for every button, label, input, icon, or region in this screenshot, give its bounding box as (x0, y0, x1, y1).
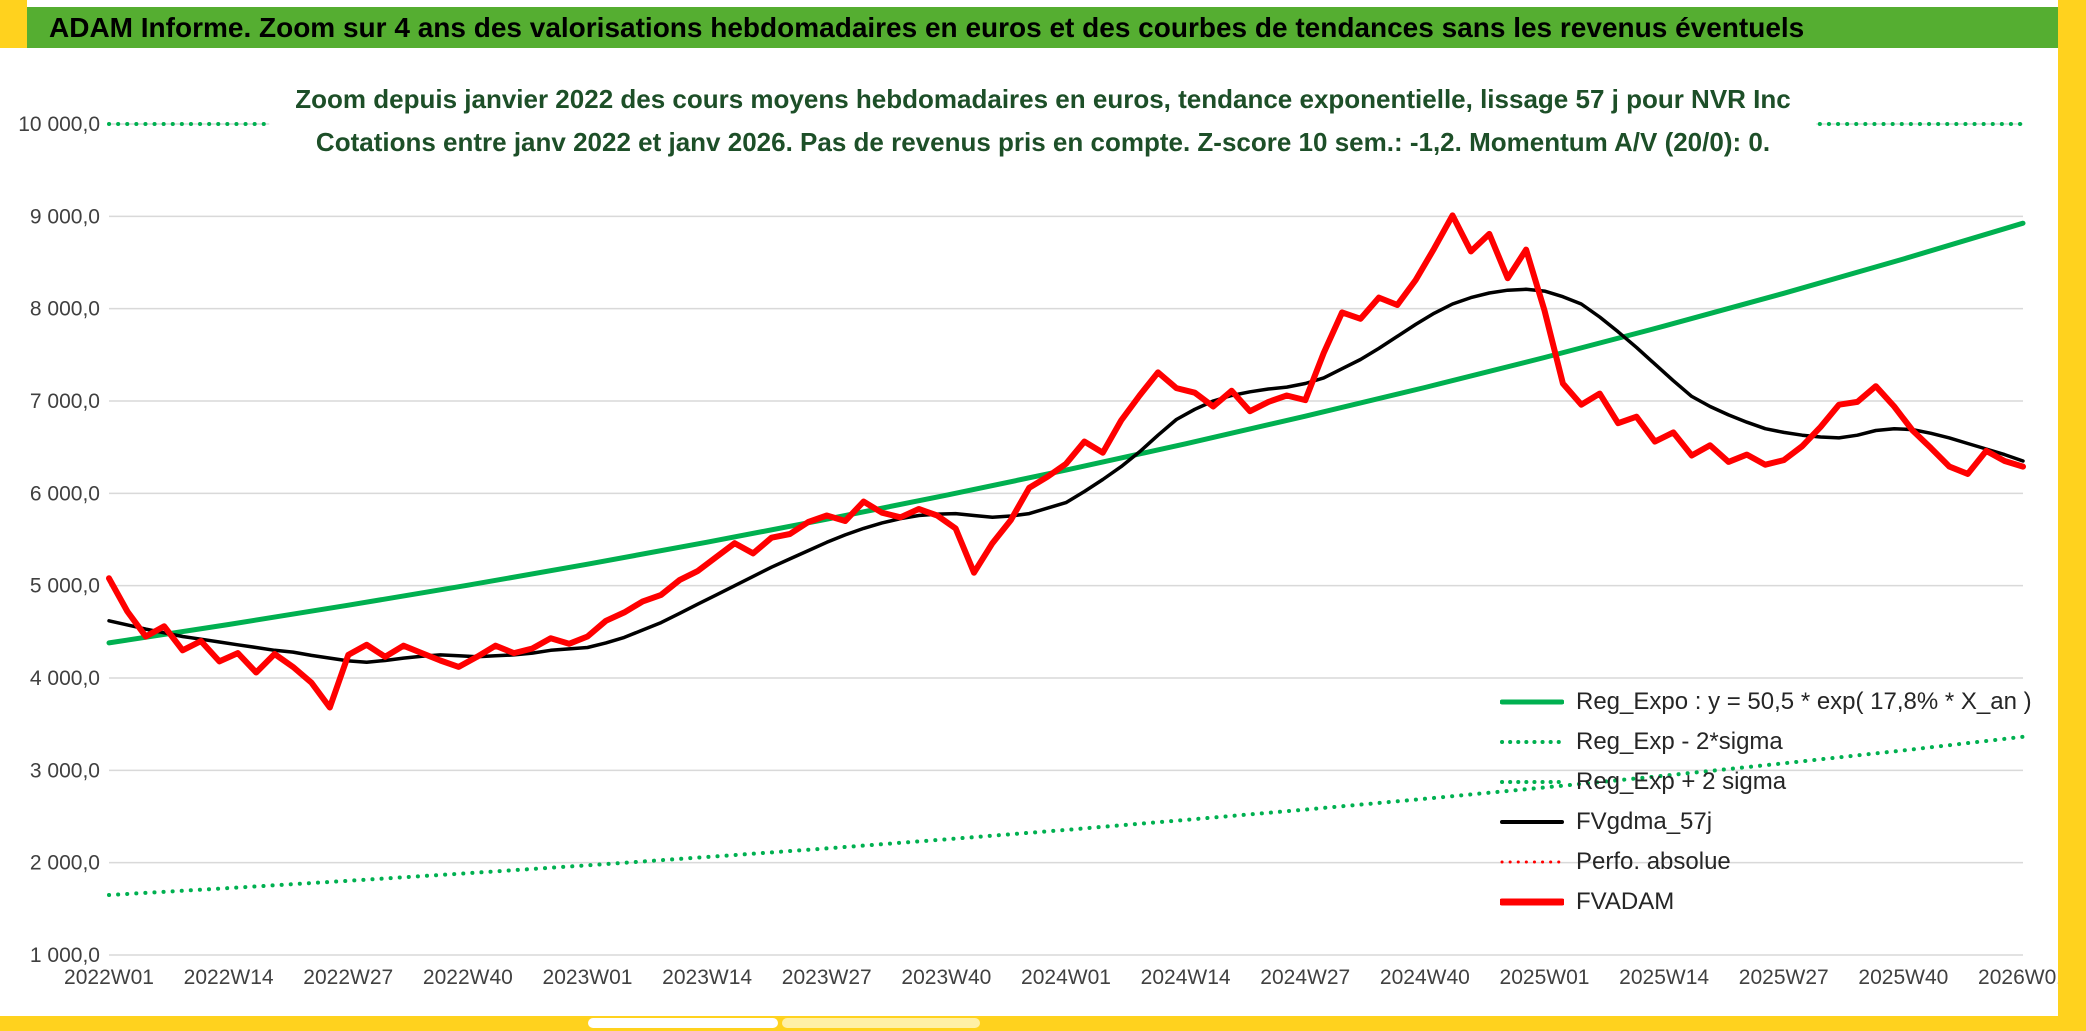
legend-line-swatch (1500, 780, 1564, 784)
right-edge-accent (2058, 0, 2086, 1031)
top-left-accent (0, 0, 27, 48)
legend-line-swatch (1500, 699, 1564, 705)
x-tick-label: 2026W01 (1978, 966, 2068, 989)
chart-legend: Reg_Expo : y = 50,5 * exp( 17,8% * X_an … (1500, 682, 2032, 922)
y-tick-label: 10 000,0 (18, 113, 100, 136)
x-tick-label: 2023W40 (901, 966, 991, 989)
y-tick-label: 7 000,0 (30, 390, 100, 413)
x-tick-label: 2024W27 (1260, 966, 1350, 989)
legend-item-4: Perfo. absolue (1500, 842, 2032, 882)
chart-canvas: 10 000,0 9 000,0 8 000,0 7 000,0 6 000,0 5 00… (18, 113, 2068, 989)
x-tick-label: 2025W14 (1619, 966, 1709, 989)
legend-line-swatch (1500, 898, 1564, 906)
legend-label: FVADAM (1576, 888, 1675, 915)
x-tick-label: 2025W01 (1500, 966, 1590, 989)
y-tick-label: 6 000,0 (30, 482, 100, 505)
legend-label: FVgdma_57j (1576, 808, 1713, 835)
y-tick-label: 4 000,0 (30, 667, 100, 690)
legend-item-0: Reg_Expo : y = 50,5 * exp( 17,8% * X_an … (1500, 682, 2032, 722)
legend-line-swatch (1500, 740, 1564, 744)
x-tick-label: 2024W40 (1380, 966, 1470, 989)
page-title: ADAM Informe. Zoom sur 4 ans des valoris… (49, 11, 1805, 43)
legend-label: Perfo. absolue (1576, 848, 1731, 875)
y-tick-label: 3 000,0 (30, 759, 100, 782)
x-tick-label: 2025W27 (1739, 966, 1829, 989)
x-tick-label: 2023W27 (782, 966, 872, 989)
x-tick-label: 2022W40 (423, 966, 513, 989)
y-tick-label: 9 000,0 (30, 205, 100, 228)
legend-item-5: FVADAM (1500, 882, 2032, 922)
scrollbar-thumb[interactable] (588, 1018, 778, 1028)
series-reg-exp-minus-2sigma (107, 734, 2025, 897)
y-tick-label: 2 000,0 (30, 852, 100, 875)
series-reg-expo (106, 220, 2026, 646)
x-tick-label: 2024W14 (1141, 966, 1231, 989)
title-bar: ADAM Informe. Zoom sur 4 ans des valoris… (27, 7, 2058, 48)
y-tick-label: 8 000,0 (30, 298, 100, 321)
x-tick-label: 2022W01 (64, 966, 154, 989)
legend-label: Reg_Exp - 2*sigma (1576, 728, 1783, 755)
x-tick-label: 2025W40 (1858, 966, 1948, 989)
legend-label: Reg_Expo : y = 50,5 * exp( 17,8% * X_an … (1576, 688, 2032, 715)
x-tick-label: 2022W14 (184, 966, 274, 989)
series-fvadam (106, 212, 2026, 711)
x-tick-label: 2023W14 (662, 966, 752, 989)
y-tick-label: 1 000,0 (30, 944, 100, 967)
legend-line-swatch (1500, 820, 1564, 824)
y-tick-label: 5 000,0 (30, 575, 100, 598)
x-tick-label: 2023W01 (543, 966, 633, 989)
x-tick-label: 2022W27 (303, 966, 393, 989)
chart-title: Zoom depuis janvier 2022 des cours moyen… (269, 76, 1817, 166)
chart-title-line2: Cotations entre janv 2022 et janv 2026. … (315, 127, 1771, 157)
legend-item-1: Reg_Exp - 2*sigma (1500, 722, 2032, 762)
series-fvgdma-57j (107, 287, 2025, 665)
legend-item-2: Reg_Exp + 2 sigma (1500, 762, 2032, 802)
bottom-edge-accent (0, 1016, 2086, 1031)
chart-title-line1: Zoom depuis janvier 2022 des cours moyen… (295, 84, 1791, 114)
legend-label: Reg_Exp + 2 sigma (1576, 768, 1787, 795)
scrollbar-segment (782, 1018, 980, 1028)
x-tick-label: 2024W01 (1021, 966, 1111, 989)
legend-line-swatch (1500, 860, 1564, 864)
legend-item-3: FVgdma_57j (1500, 802, 2032, 842)
